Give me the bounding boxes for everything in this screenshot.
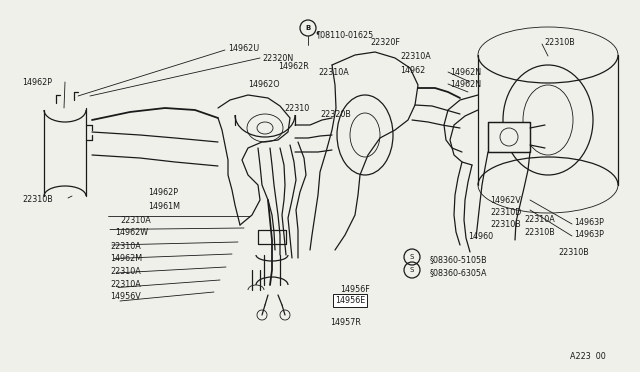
Text: 22320N: 22320N <box>262 54 293 63</box>
Text: A223  00: A223 00 <box>570 352 605 361</box>
Text: §08360-5105B: §08360-5105B <box>430 255 488 264</box>
Text: 14961M: 14961M <box>148 202 180 211</box>
Text: 14956F: 14956F <box>340 285 370 294</box>
Text: §08360-6305A: §08360-6305A <box>430 268 488 277</box>
Text: 14963P: 14963P <box>574 218 604 227</box>
Bar <box>258 230 286 244</box>
Text: 22310B: 22310B <box>544 38 575 47</box>
Text: 14962R: 14962R <box>278 62 308 71</box>
Text: 14957R: 14957R <box>330 318 361 327</box>
Text: 22310A: 22310A <box>318 68 349 77</box>
Text: 14962N: 14962N <box>450 80 481 89</box>
Text: S: S <box>410 254 414 260</box>
Text: 22320F: 22320F <box>370 38 400 47</box>
Text: 14960: 14960 <box>468 232 493 241</box>
Text: 22310B: 22310B <box>558 248 589 257</box>
Text: 22310A: 22310A <box>110 267 141 276</box>
Text: 14963P: 14963P <box>574 230 604 239</box>
Text: 22310A: 22310A <box>120 216 151 225</box>
Bar <box>488 122 530 152</box>
Text: 14962M: 14962M <box>110 254 142 263</box>
Text: 14956E: 14956E <box>335 296 365 305</box>
Text: 22310B: 22310B <box>22 195 52 204</box>
Text: 22320B: 22320B <box>320 110 351 119</box>
Text: 22310B: 22310B <box>524 228 555 237</box>
Text: 14962P: 14962P <box>148 188 178 197</box>
Text: 22310A: 22310A <box>110 280 141 289</box>
Text: B: B <box>305 25 310 31</box>
Text: S: S <box>410 267 414 273</box>
Text: 14962N: 14962N <box>450 68 481 77</box>
Text: ¶08110-01625: ¶08110-01625 <box>315 30 373 39</box>
Text: 22310A: 22310A <box>524 215 555 224</box>
Text: 22310A: 22310A <box>400 52 431 61</box>
Text: 14956V: 14956V <box>110 292 141 301</box>
Text: 22310: 22310 <box>284 104 309 113</box>
Text: 14962U: 14962U <box>228 44 259 53</box>
Text: 22310D: 22310D <box>490 208 522 217</box>
Text: 14962W: 14962W <box>115 228 148 237</box>
Text: 14962O: 14962O <box>248 80 280 89</box>
Text: 14962P: 14962P <box>22 78 52 87</box>
Text: 22310B: 22310B <box>490 220 521 229</box>
Text: 22310A: 22310A <box>110 242 141 251</box>
Text: 14962: 14962 <box>400 66 425 75</box>
Text: 14962V: 14962V <box>490 196 521 205</box>
